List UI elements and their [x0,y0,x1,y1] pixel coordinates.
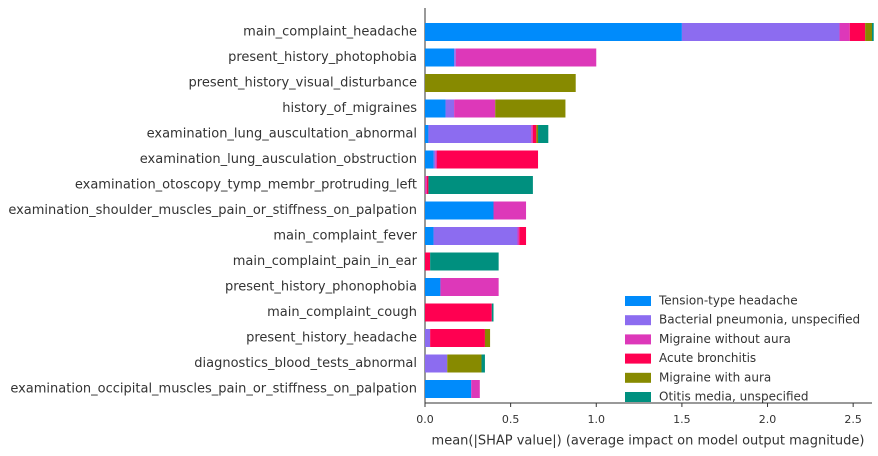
legend-swatch [625,392,651,402]
bar-segment [531,125,533,143]
y-tick-label: examination_otoscopy_tymp_membr_protrudi… [75,178,417,193]
legend-label: Bacterial pneumonia, unspecified [659,313,860,327]
y-tick-label: present_history_headache [246,331,417,346]
y-tick-label: main_complaint_headache [243,25,417,40]
bar-segment [425,329,431,347]
bar-segment [425,303,492,322]
y-tick-label: main_complaint_fever [273,229,417,244]
bar-segment [454,99,496,118]
bar-segment [425,201,494,220]
legend-swatch [625,372,651,383]
bar-segment [425,74,576,92]
legend-swatch [625,315,651,326]
bar-segment [872,23,874,41]
legend-swatch [625,296,651,306]
bar-segment [428,176,533,194]
bar-segment [517,227,520,245]
bar-segment [865,23,872,41]
bar-segment [481,354,485,373]
bar-segment [445,99,455,118]
y-tick-label: examination_occipital_muscles_pain_or_st… [10,382,417,397]
bar-segment [681,23,840,41]
bar-segment [491,303,494,322]
bar-segment [436,150,539,169]
bar-segment [484,329,491,347]
legend-swatch [625,353,651,364]
bar-segment [433,150,436,169]
legend-label: Otitis media, unspecified [659,390,809,404]
bar-segment [430,329,485,347]
y-tick-label: present_history_visual_disturbance [189,76,417,91]
bar-segment [440,278,499,296]
bar-segment [435,150,437,169]
legend-label: Acute bronchitis [659,351,756,365]
legend-label: Migraine with aura [659,370,771,384]
bar-segment [425,380,472,398]
bar-segment [425,48,455,67]
bar-segment [538,125,549,143]
y-tick-label: present_history_photophobia [228,50,417,65]
bar-segment [425,99,446,118]
legend-swatch [625,334,651,345]
bar-segment [495,99,566,118]
bar-segment [428,125,532,143]
x-axis-label: mean(|SHAP value|) (average impact on mo… [432,434,865,449]
bar-segment [519,227,527,245]
bar-segment [425,23,682,41]
bar-segment [426,176,429,194]
x-tick-label: 2.0 [759,413,777,426]
y-tick-label: diagnostics_blood_tests_abnormal [194,356,417,371]
bar-segment [425,252,431,271]
x-tick-label: 1.5 [673,413,691,426]
legend-label: Migraine without aura [659,332,791,346]
legend-label: Tension-type headache [658,294,798,308]
bar-segment [839,23,850,41]
y-tick-label: main_complaint_pain_in_ear [233,254,418,269]
y-tick-label: examination_shoulder_muscles_pain_or_sti… [8,203,417,218]
y-tick-label: history_of_migraines [282,101,417,116]
y-tick-label: examination_lung_auscultation_abnormal [147,127,417,142]
bar-segment [532,125,537,143]
bar-segment [454,48,456,67]
bar-segment [447,354,482,373]
y-tick-label: examination_lung_ausculation_obstruction [140,152,417,167]
bar-segment [849,23,866,41]
bar-segment [425,176,427,194]
bar-segment [425,150,434,169]
bar-segment [425,278,441,296]
bar-segment [425,125,429,143]
bar-segment [425,227,434,245]
x-tick-label: 2.5 [844,413,862,426]
y-tick-label: present_history_phonophobia [225,280,417,295]
x-tick-label: 1.0 [588,413,606,426]
bar-segment [433,227,518,245]
bar-segment [493,201,527,220]
bar-segment [536,125,539,143]
bar-segment [425,354,448,373]
x-tick-label: 0.5 [502,413,520,426]
x-tick-label: 0.0 [416,413,434,426]
bar-segment [430,252,499,271]
bar-segment [471,380,480,398]
y-tick-label: main_complaint_cough [267,305,417,320]
bar-segment [455,48,597,67]
